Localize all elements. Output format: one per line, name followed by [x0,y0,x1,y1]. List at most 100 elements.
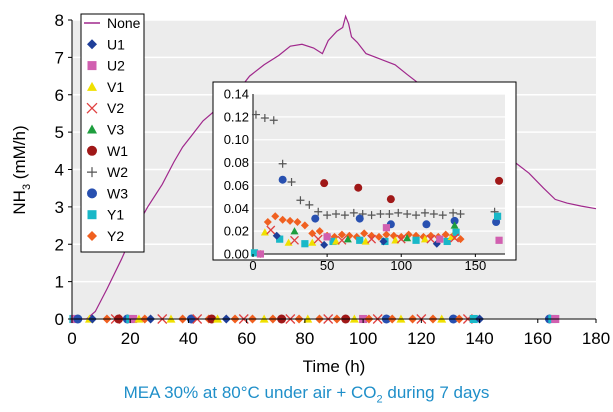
inset-point-w3 [311,214,320,223]
inset-point-u2 [323,233,331,241]
inset-point-w2 [394,208,403,217]
inset-point-u2 [256,250,265,258]
y-tick-labels: 0 1 2 3 4 5 6 7 8 [55,11,72,329]
legend-item-u2: U2 [87,58,125,74]
legend-label: W2 [107,164,128,180]
inset-point-v2 [450,233,460,243]
inset-point-w2 [376,210,385,218]
legend-item-w1: W1 [87,143,128,159]
legend-item-w2: W2 [87,164,128,180]
inset-point-y2 [441,230,450,239]
inset-point-u1 [272,231,281,240]
x-tick-label: 80 [295,329,314,348]
inset-x-tick-label: 0 [249,258,256,273]
inset-point-w2 [332,210,341,218]
inset-point-v2 [266,225,276,235]
inset-y-tick-label: 0.12 [224,109,249,124]
inset-y-tick-label: 0.00 [224,247,249,262]
inset-point-y1 [356,236,364,244]
inset-y-tick-label: 0.04 [224,201,249,216]
x-tick-labels: 0 20 40 60 80 100 120 140 160 180 [67,319,610,348]
legend-label: U1 [107,36,125,52]
figure-caption: MEA 30% at 80°C under air + CO2 during 7… [123,383,490,406]
inset-point-v2 [396,234,406,244]
legend-item-u1: U1 [87,36,125,52]
inset-y-tick-label: 0.06 [224,178,249,193]
x-axis-label: Time (h) [303,357,366,376]
legend-swatch [87,188,97,199]
inset-point-y2 [293,218,302,226]
inset-point-v2 [290,235,299,245]
y-tick-label: 7 [55,48,64,67]
inset-point-w1 [354,183,363,192]
legend-swatch [87,231,97,241]
x-tick-label: 60 [237,329,256,348]
y-tick-label: 3 [55,198,64,217]
inset-point-w2 [385,210,394,218]
inset-point-v1 [308,238,317,246]
inset-point-u1 [379,237,388,246]
inset-point-w3 [355,214,364,223]
legend-swatch [87,210,97,220]
inset-point-v2 [426,234,436,244]
legend-item-y1: Y1 [87,207,124,223]
inset-point-w2 [287,178,296,186]
inset-point-y1 [329,237,337,246]
inset-point-v3 [343,235,352,243]
inset-point-v2 [367,234,377,244]
legend-label: Y2 [107,228,124,244]
inset-point-w3 [492,218,501,226]
legend: None U1 U2 V1 V2 V3 W1 W2 W3 Y1 Y2 [80,13,145,253]
inset-point-w2 [449,208,458,217]
x-tick-label: 120 [407,329,435,348]
inset-point-y1 [250,249,259,257]
inset-point-w2 [412,211,421,220]
legend-label: V2 [107,100,124,116]
inset-point-y2 [382,230,391,239]
inset-point-v3 [403,234,412,242]
inset-point-w2 [367,211,376,220]
inset-point-y1 [493,212,502,220]
inset-point-w2 [305,200,314,209]
inset-point-w2 [260,114,269,122]
inset-point-w2 [349,208,358,217]
legend-item-v3: V3 [87,122,124,138]
inset-point-w2 [340,211,349,220]
inset-x-tick-label: 50 [320,258,334,273]
inset-point-w2 [456,210,465,218]
y-tick-label: 5 [55,123,64,142]
inset-point-w1 [320,179,329,188]
inset-point-y2 [300,221,309,230]
inset-point-y2 [271,212,280,221]
legend-item-v1: V1 [87,79,124,95]
legend-swatch [87,81,97,91]
inset-point-y1 [301,240,309,248]
legend-label: U2 [107,58,125,74]
inset-point-y2 [263,218,272,226]
inset-point-u2 [495,236,503,244]
inset-point-w2 [278,159,287,168]
y-tick-label: 2 [55,235,64,254]
inset-y-tick-label: 0.02 [224,224,249,239]
inset-x-tick-labels: 0 50 100 150 [249,254,486,273]
inset-point-y1 [452,228,460,236]
inset-x-tick-label: 150 [465,258,487,273]
x-tick-label: 0 [67,329,76,348]
x-tick-label: 20 [121,329,140,348]
inset-point-w1 [386,195,395,204]
y-axis-label: NH3 (mM/h) [10,125,33,214]
x-tick-label: 40 [179,329,198,348]
legend-label: V1 [107,79,124,95]
inset-point-y2 [397,232,406,241]
y-tick-label: 4 [55,161,64,180]
x-tick-label: 180 [582,329,610,348]
legend-swatch [87,39,97,50]
inset-point-w3 [450,216,459,225]
y-tick-label: 6 [55,86,64,105]
inset-point-y1 [412,236,420,244]
inset-y-tick-label: 0.14 [224,87,249,102]
inset-point-v1 [391,236,400,244]
inset-point-y1 [443,237,451,246]
inset-y-tick-labels: 0.00 0.02 0.04 0.06 0.08 0.10 0.12 0.14 [224,87,249,262]
inset-point-w2 [323,211,332,220]
